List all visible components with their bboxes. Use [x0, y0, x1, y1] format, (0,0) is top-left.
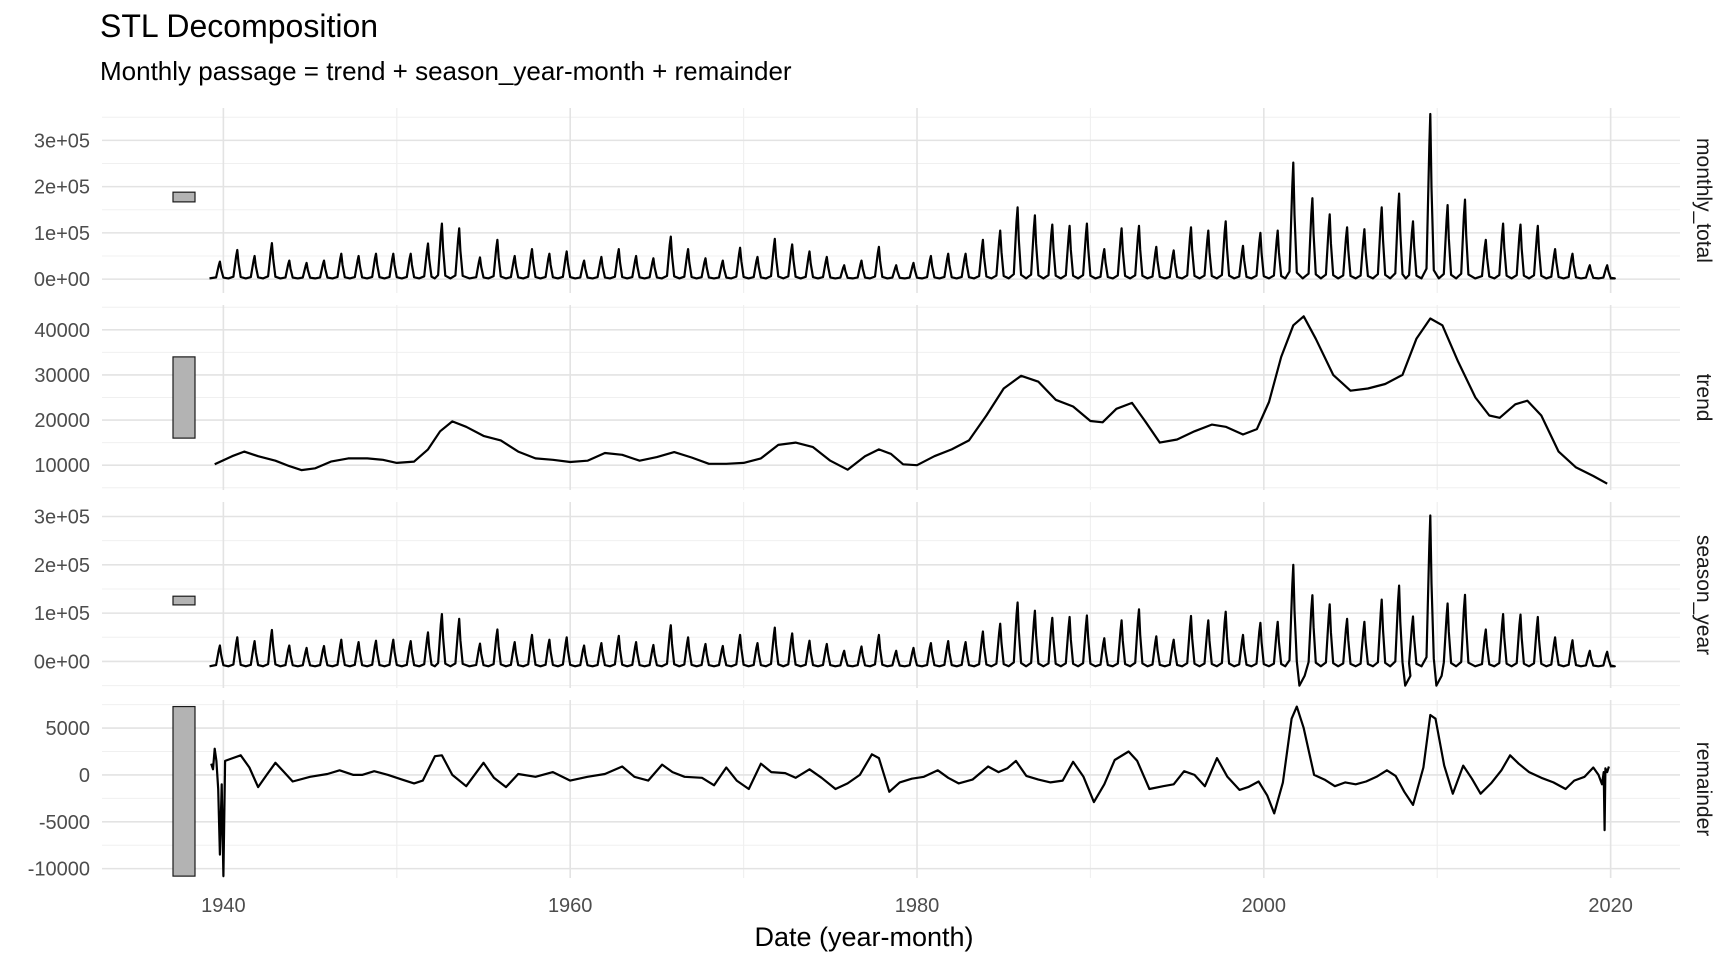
series-line-season-year — [209, 514, 1616, 687]
y-tick-label: 10000 — [34, 455, 90, 477]
y-tick-label: 5000 — [46, 718, 91, 740]
chart-subtitle: Monthly passage = trend + season_year-mo… — [100, 56, 792, 86]
x-tick-label: 1940 — [201, 895, 246, 917]
x-tick-label: 2000 — [1242, 895, 1287, 917]
y-tick-label: 40000 — [34, 320, 90, 342]
x-axis-label: Date (year-month) — [754, 922, 974, 952]
chart-title: STL Decomposition — [100, 8, 379, 44]
y-tick-label: 1e+05 — [34, 223, 90, 245]
x-tick-label: 1960 — [548, 895, 593, 917]
scale-range-bar — [172, 356, 196, 439]
y-tick-label: 3e+05 — [34, 130, 90, 152]
scale-range-bar — [172, 191, 196, 203]
y-tick-label: 0e+00 — [34, 651, 90, 673]
y-tick-label: 20000 — [34, 410, 90, 432]
series-line-monthly-total — [209, 112, 1616, 280]
facet-strip-label: remainder — [1692, 742, 1715, 837]
y-tick-label: 0e+00 — [34, 269, 90, 291]
y-tick-label: 2e+05 — [34, 555, 90, 577]
scale-range-bar — [172, 705, 196, 877]
x-tick-label: 1980 — [895, 895, 940, 917]
y-tick-label: 2e+05 — [34, 177, 90, 199]
series-line-trend — [214, 315, 1608, 485]
x-tick-label: 2020 — [1588, 895, 1633, 917]
facet-strip-label: monthly_total — [1692, 138, 1715, 263]
facet-strip-label: trend — [1692, 374, 1715, 422]
y-tick-label: 3e+05 — [34, 506, 90, 528]
y-tick-label: 30000 — [34, 365, 90, 387]
series-line-remainder — [210, 705, 1610, 878]
y-tick-label: 0 — [79, 765, 90, 787]
y-tick-label: 1e+05 — [34, 603, 90, 625]
y-tick-label: -5000 — [39, 812, 90, 834]
facet-strip-label: season_year — [1692, 535, 1715, 655]
y-tick-label: -10000 — [28, 859, 90, 881]
scale-range-bar — [172, 595, 196, 606]
